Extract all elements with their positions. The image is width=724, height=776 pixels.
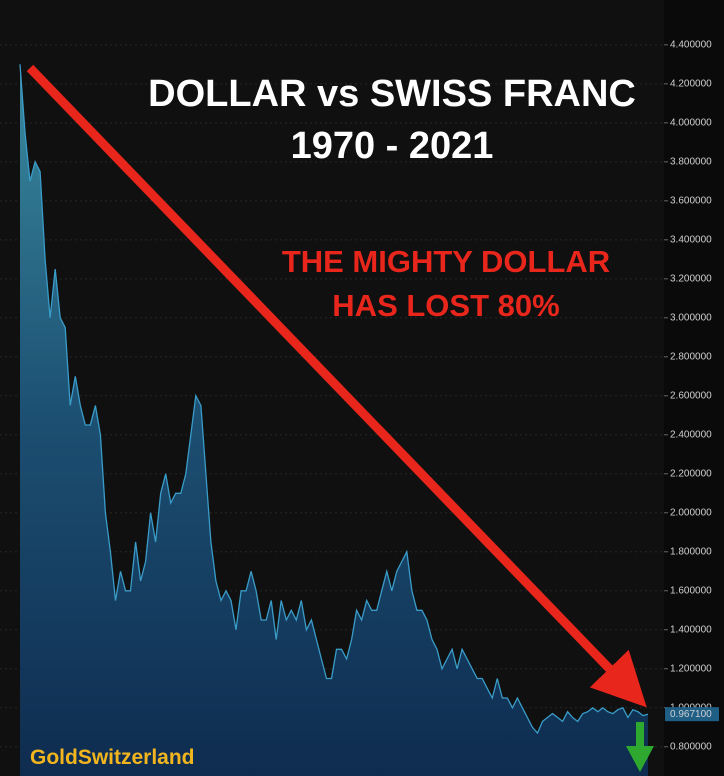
y-tick-label: 2.800000 (670, 351, 712, 362)
y-tick-label: 1.400000 (670, 624, 712, 635)
watermark: GoldSwitzerland (30, 746, 195, 769)
y-tick-label: 2.600000 (670, 390, 712, 401)
chart-title: DOLLAR vs SWISS FRANC (148, 73, 636, 115)
y-tick-label: 4.400000 (670, 39, 712, 50)
y-tick-label: 2.200000 (670, 468, 712, 479)
annotation: HAS LOST 80% (332, 288, 559, 323)
last-value-label: 0.967100 (670, 709, 712, 720)
chart-subtitle: 1970 - 2021 (291, 125, 494, 167)
y-axis: 0.8000001.0000001.2000001.4000001.600000… (664, 39, 719, 752)
y-tick-label: 1.600000 (670, 585, 712, 596)
y-tick-label: 4.000000 (670, 117, 712, 128)
y-tick-label: 0.800000 (670, 741, 712, 752)
y-tick-label: 3.400000 (670, 234, 712, 245)
y-tick-label: 1.800000 (670, 546, 712, 557)
axis-background (664, 0, 724, 776)
y-tick-label: 2.400000 (670, 429, 712, 440)
y-tick-label: 3.000000 (670, 312, 712, 323)
down-arrow (626, 722, 654, 772)
last-value-box (665, 707, 719, 722)
y-tick-label: 3.200000 (670, 273, 712, 284)
y-tick-label: 4.200000 (670, 78, 712, 89)
area (20, 64, 648, 776)
line (19, 64, 649, 735)
annotation: THE MIGHTY DOLLAR (282, 244, 610, 279)
y-tick-label: 3.800000 (670, 156, 712, 167)
y-tick-label: 2.000000 (670, 507, 712, 518)
plot (19, 64, 649, 776)
y-tick-label: 1.200000 (670, 663, 712, 674)
trend-arrow (26, 64, 647, 708)
y-tick-label: 3.600000 (670, 195, 712, 206)
